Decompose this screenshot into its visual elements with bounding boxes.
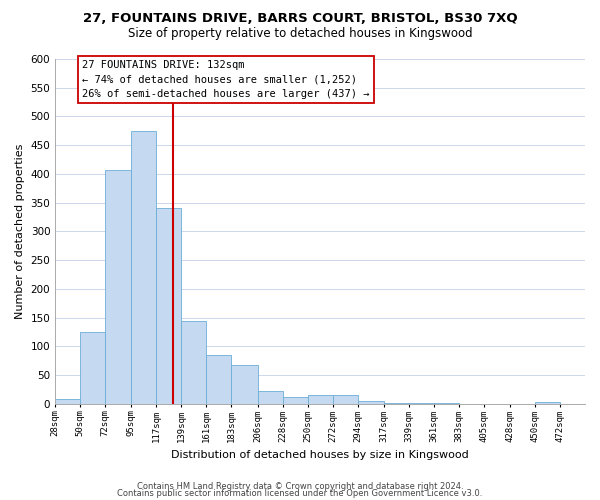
- Bar: [257, 391, 283, 404]
- Bar: [535, 402, 560, 404]
- Bar: [409, 402, 434, 404]
- Bar: [308, 394, 332, 404]
- Bar: [232, 365, 257, 404]
- Y-axis label: Number of detached properties: Number of detached properties: [15, 144, 25, 319]
- Text: Size of property relative to detached houses in Kingswood: Size of property relative to detached ho…: [128, 28, 472, 40]
- Bar: [283, 397, 308, 404]
- X-axis label: Distribution of detached houses by size in Kingswood: Distribution of detached houses by size …: [171, 450, 469, 460]
- Bar: [181, 320, 206, 404]
- Bar: [131, 131, 157, 404]
- Text: Contains public sector information licensed under the Open Government Licence v3: Contains public sector information licen…: [118, 490, 482, 498]
- Bar: [358, 401, 384, 404]
- Text: Contains HM Land Registry data © Crown copyright and database right 2024.: Contains HM Land Registry data © Crown c…: [137, 482, 463, 491]
- Text: 27, FOUNTAINS DRIVE, BARRS COURT, BRISTOL, BS30 7XQ: 27, FOUNTAINS DRIVE, BARRS COURT, BRISTO…: [83, 12, 517, 26]
- Bar: [80, 332, 105, 404]
- Text: 27 FOUNTAINS DRIVE: 132sqm
← 74% of detached houses are smaller (1,252)
26% of s: 27 FOUNTAINS DRIVE: 132sqm ← 74% of deta…: [82, 60, 370, 99]
- Bar: [157, 208, 181, 404]
- Bar: [105, 170, 131, 404]
- Bar: [206, 355, 232, 404]
- Bar: [55, 400, 80, 404]
- Bar: [332, 394, 358, 404]
